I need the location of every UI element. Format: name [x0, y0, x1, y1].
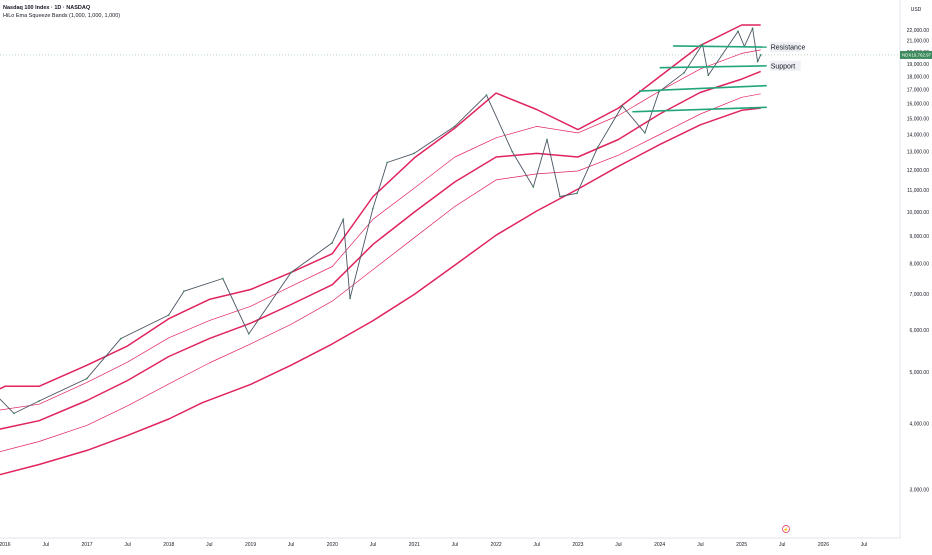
last-price-symbol: NDX: [902, 53, 911, 58]
x-tick-label: 2018: [163, 542, 174, 548]
y-tick-label: 17,000.00: [907, 87, 929, 93]
x-tick-label: 2024: [654, 542, 665, 548]
x-tick-label: 2023: [572, 542, 583, 548]
price-point: [751, 27, 754, 30]
event-marker: [782, 525, 790, 533]
x-tick-label: 2026: [818, 542, 829, 548]
price-point: [485, 94, 488, 97]
x-tick-label: Jul: [697, 542, 703, 548]
price-point: [342, 218, 345, 221]
flash-icon: ⚡: [783, 526, 789, 533]
band-line-4: [0, 49, 761, 411]
price-point: [596, 146, 599, 149]
x-tick-label: Jul: [861, 542, 867, 548]
currency-label: USD: [911, 7, 922, 13]
y-tick-label: 10,000.00: [907, 210, 929, 216]
level-line-2: [659, 65, 767, 69]
price-point: [759, 54, 762, 56]
y-tick-label: 22,000.00: [907, 28, 929, 34]
band-line-2: [0, 93, 761, 453]
x-tick-label: Jul: [615, 542, 621, 548]
band-line-5: [0, 24, 761, 390]
x-tick-label: 2017: [81, 542, 92, 548]
y-tick-label: 13,000.00: [907, 149, 929, 155]
price-point: [683, 71, 685, 74]
y-tick-label: 9,000.00: [910, 234, 930, 240]
price-point: [453, 125, 456, 128]
y-tick-label: 12,000.00: [907, 168, 929, 174]
y-tick-label: 15,000.00: [907, 116, 929, 122]
x-tick-label: Jul: [533, 542, 539, 548]
y-tick-label: 5,000.00: [910, 370, 930, 376]
y-tick-label: 8,000.00: [910, 261, 930, 267]
price-point: [413, 152, 416, 155]
y-tick-label: 6,000.00: [910, 328, 930, 334]
price-point: [576, 192, 578, 195]
price-axis-panel: [900, 0, 932, 550]
price-point: [119, 337, 122, 340]
price-point: [221, 277, 224, 280]
last-price-badge: [900, 50, 932, 59]
price-point: [247, 332, 250, 335]
chart-title: Nasdaq 100 Index · 1D · NASDAQ: [3, 5, 91, 11]
x-tick-label: Jul: [206, 542, 212, 548]
price-point: [38, 400, 40, 402]
x-tick-label: Jul: [370, 542, 376, 548]
price-point: [737, 30, 739, 33]
level-label-bg: [769, 42, 801, 53]
price-point: [183, 290, 185, 293]
y-tick-label: 18,000.00: [907, 74, 929, 80]
price-point: [643, 131, 646, 134]
band-line-3: [0, 70, 761, 430]
level-line-1: [673, 45, 767, 48]
y-tick-label: 4,000.00: [910, 421, 930, 427]
x-tick-label: Jul: [288, 542, 294, 548]
level-line-4: [632, 106, 767, 113]
indicator-legend: HiLo Ema Squeeze Bands (1,000, 1,000, 1,…: [3, 13, 121, 19]
y-tick-label: 19,000.00: [907, 62, 929, 68]
price-point: [559, 195, 561, 198]
x-tick-label: 2019: [245, 542, 256, 548]
y-tick-label: 7,000.00: [910, 292, 930, 298]
price-point: [707, 74, 710, 77]
last-price-value: 19,762.97: [911, 53, 931, 58]
level-line-3: [639, 84, 767, 92]
band-line-1: [0, 107, 761, 476]
y-tick-label: 11,000.00: [907, 188, 929, 194]
level-label-support: Support: [771, 63, 796, 70]
price-point: [756, 60, 759, 63]
price-point: [701, 43, 704, 46]
x-tick-label: Jul: [43, 542, 49, 548]
x-tick-label: 2025: [736, 542, 747, 548]
y-tick-label: 16,000.00: [907, 101, 929, 107]
x-tick-label: 2022: [491, 542, 502, 548]
x-tick-label: Jul: [124, 542, 130, 548]
price-point: [386, 161, 389, 164]
x-tick-label: Jul: [452, 542, 458, 548]
x-tick-label: 2020: [327, 542, 338, 548]
price-point: [290, 271, 293, 274]
price-point: [13, 412, 15, 415]
x-tick-label: Jul: [779, 542, 785, 548]
price-point: [546, 138, 548, 141]
price-point: [621, 104, 624, 107]
price-point: [511, 150, 514, 153]
y-tick-label: 14,000.00: [907, 132, 929, 138]
level-label-resistance: Resistance: [771, 45, 806, 52]
x-tick-label: 2021: [409, 542, 420, 548]
price-point: [85, 377, 88, 380]
price-point: [167, 314, 170, 317]
price-point: [371, 207, 374, 210]
y-tick-label: 3,000.00: [910, 488, 930, 494]
level-label-bg: [769, 60, 801, 71]
y-tick-label: 21,000.00: [907, 39, 929, 45]
price-point: [331, 242, 334, 244]
price-point: [532, 186, 535, 188]
price-point: [349, 297, 351, 300]
price-point: [658, 90, 660, 93]
x-tick-label: 2016: [0, 542, 11, 548]
